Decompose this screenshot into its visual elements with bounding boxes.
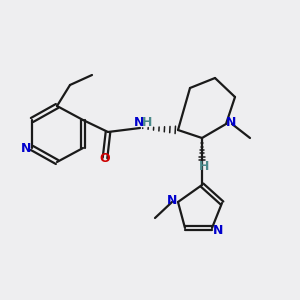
Text: N: N bbox=[213, 224, 223, 236]
Text: N: N bbox=[134, 116, 144, 128]
Text: N: N bbox=[21, 142, 31, 154]
Text: N: N bbox=[167, 194, 177, 206]
Text: H: H bbox=[142, 116, 152, 128]
Text: H: H bbox=[199, 160, 209, 172]
Text: O: O bbox=[100, 152, 110, 164]
Text: N: N bbox=[226, 116, 236, 128]
